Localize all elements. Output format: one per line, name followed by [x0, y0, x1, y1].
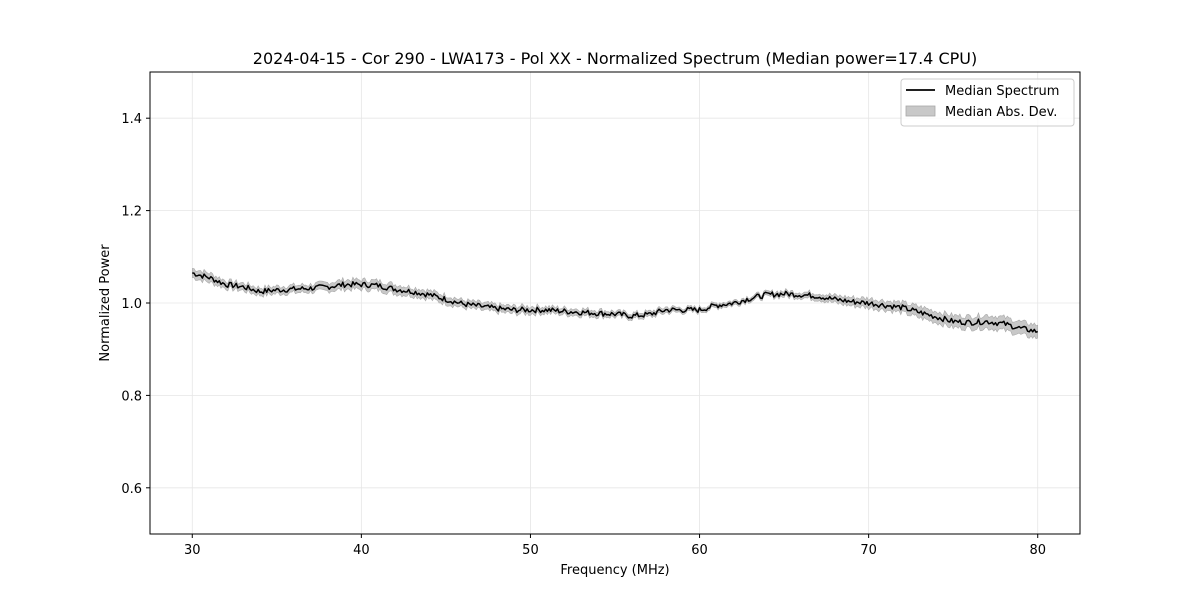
x-tick-label: 80	[1029, 543, 1046, 558]
x-axis-label: Frequency (MHz)	[560, 563, 669, 578]
y-axis-label: Normalized Power	[98, 244, 113, 362]
grid-lines	[150, 72, 1080, 534]
x-tick-label: 50	[522, 543, 539, 558]
y-axis-ticks: 0.6 0.8 1.0 1.2 1.4	[121, 112, 150, 497]
legend-mad-label: Median Abs. Dev.	[945, 105, 1057, 120]
legend: Median Spectrum Median Abs. Dev.	[900, 78, 1075, 127]
y-tick-label: 1.0	[121, 297, 142, 312]
median-spectrum-line	[192, 272, 1038, 333]
median-line-layer	[192, 272, 1038, 333]
mad-band	[192, 268, 1038, 340]
chart-title: 2024-04-15 - Cor 290 - LWA173 - Pol XX -…	[253, 49, 977, 68]
mad-band-layer	[192, 268, 1038, 340]
y-tick-label: 0.8	[121, 389, 142, 404]
x-tick-label: 60	[691, 543, 708, 558]
legend-median-label: Median Spectrum	[945, 84, 1059, 99]
legend-box	[900, 78, 1075, 127]
y-tick-label: 0.6	[121, 482, 142, 497]
legend-band-swatch	[905, 105, 936, 117]
x-tick-label: 30	[184, 543, 201, 558]
x-tick-label: 70	[860, 543, 877, 558]
x-axis-ticks: 30 40 50 60 70 80	[184, 534, 1046, 558]
y-tick-label: 1.4	[121, 112, 142, 127]
x-tick-label: 40	[353, 543, 370, 558]
y-tick-label: 1.2	[121, 205, 142, 220]
